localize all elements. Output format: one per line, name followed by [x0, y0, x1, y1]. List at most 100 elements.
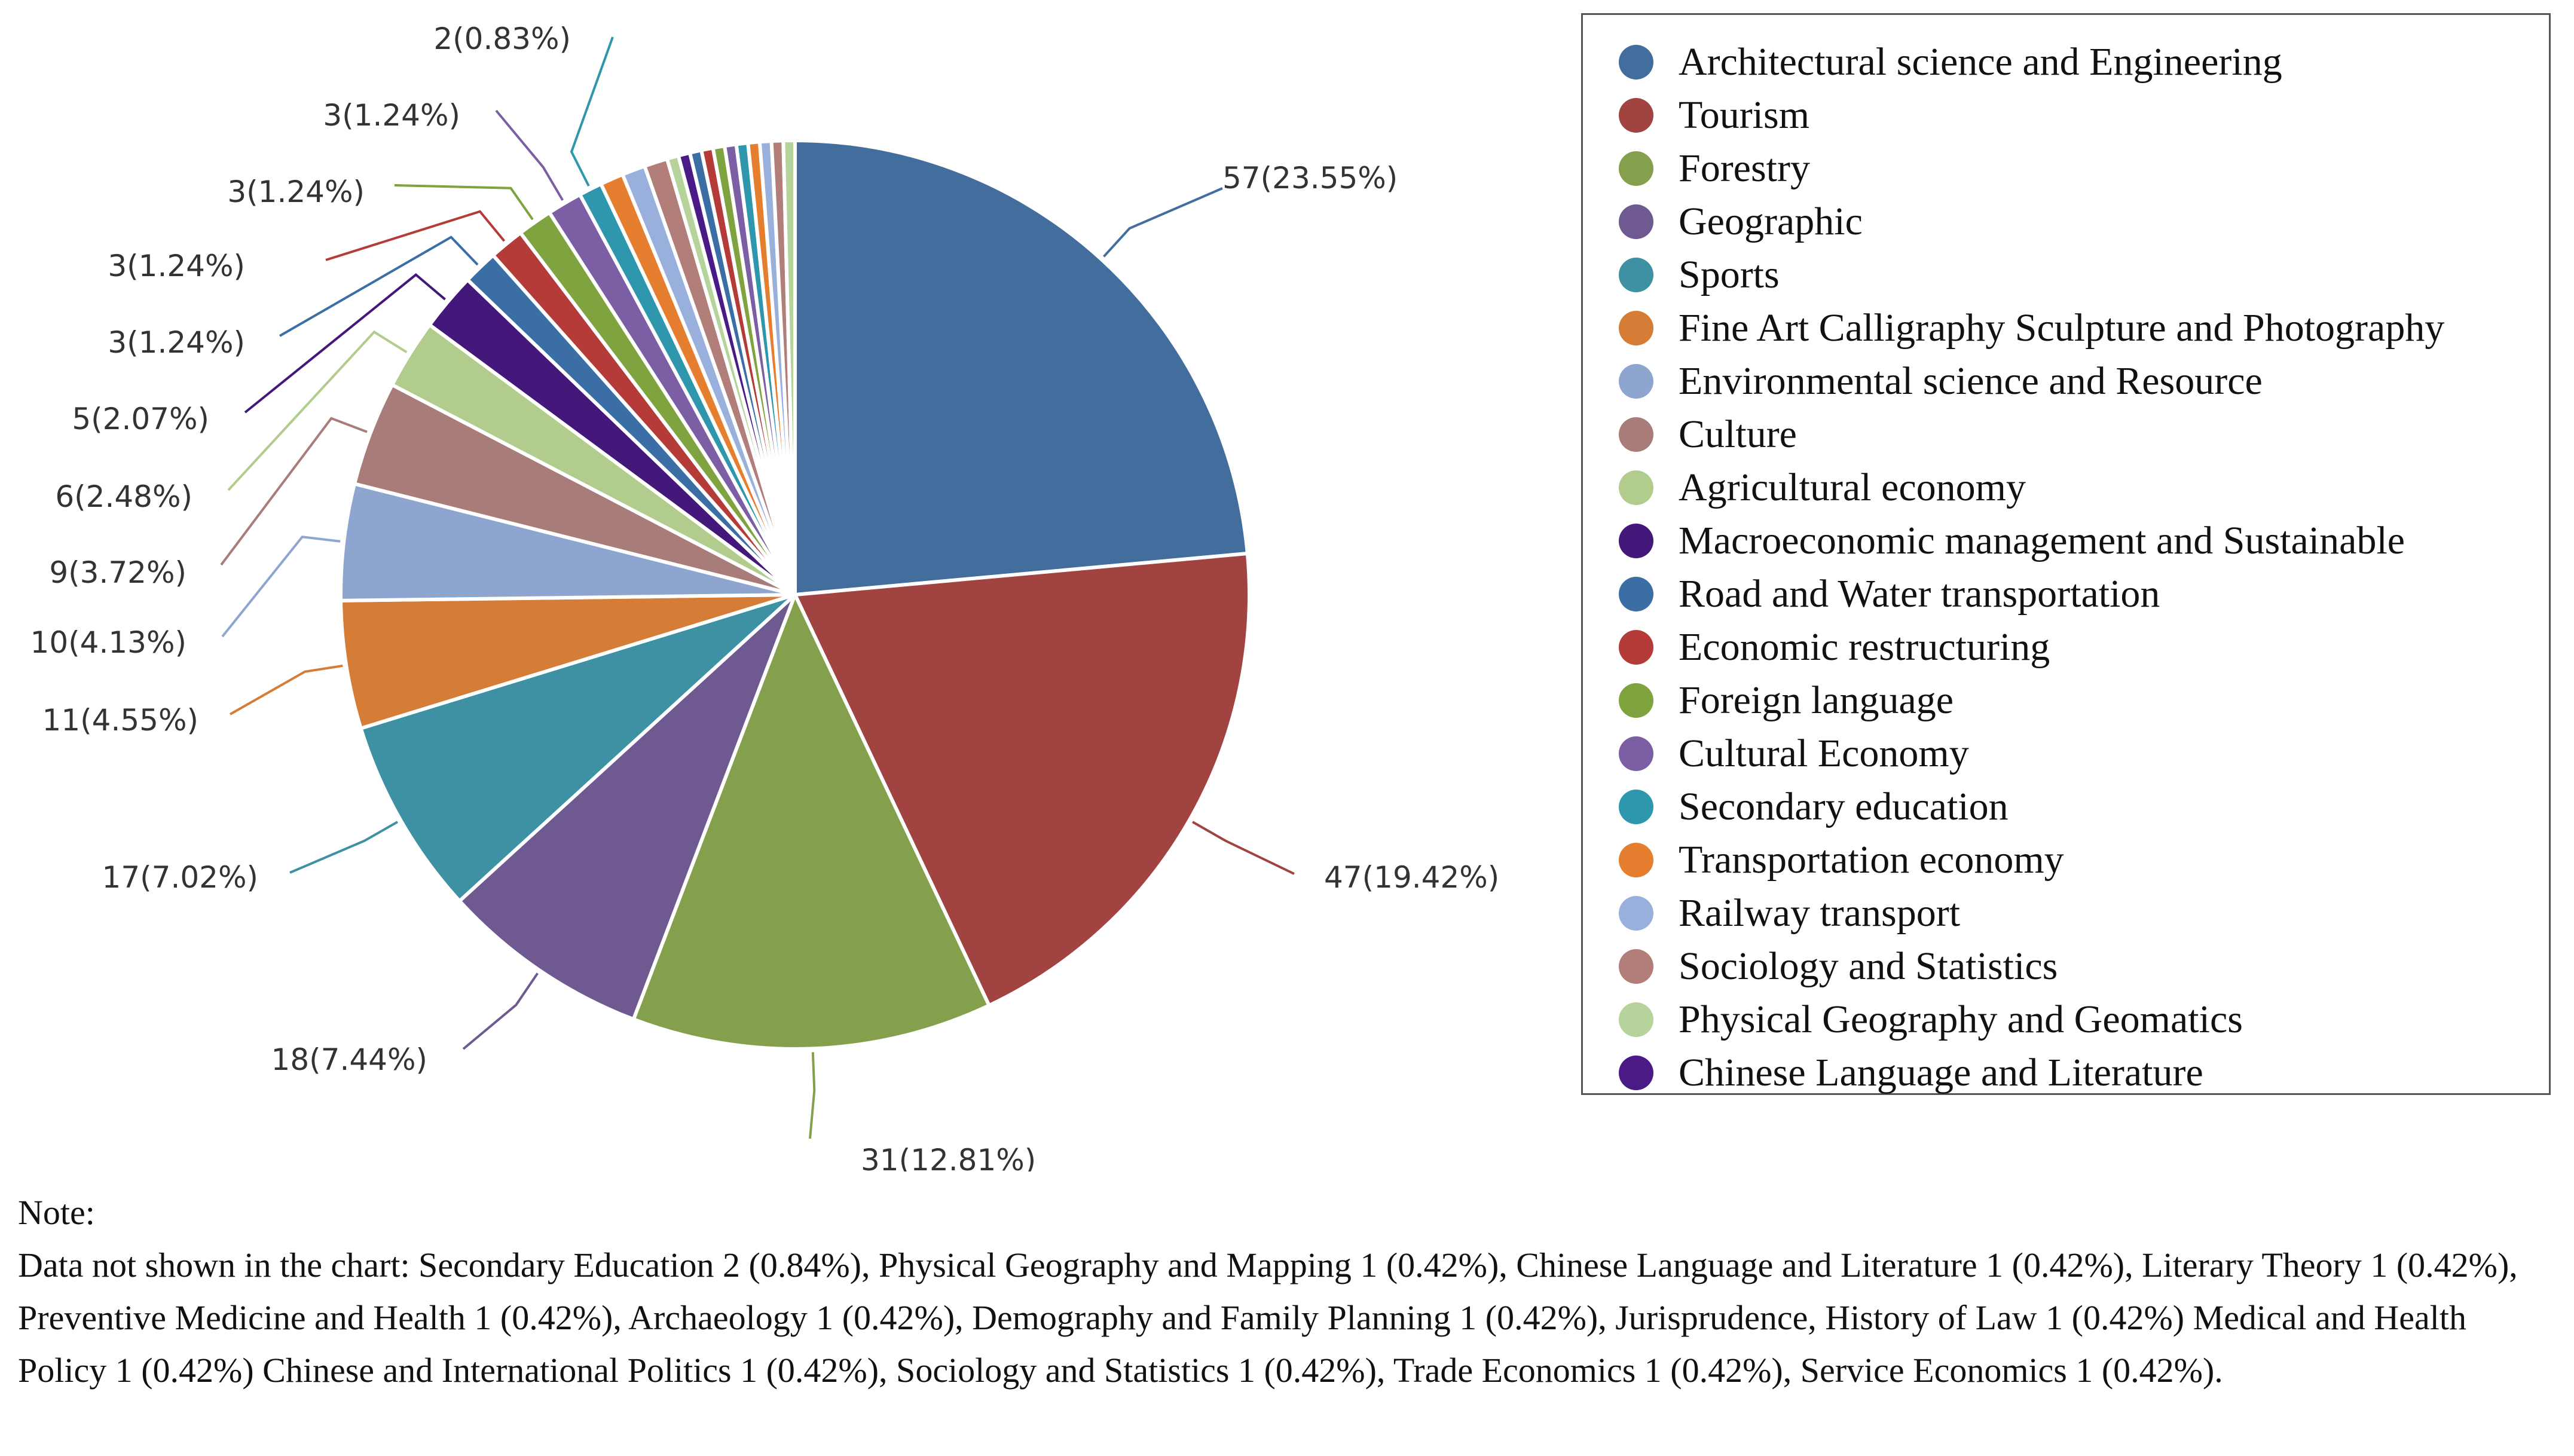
note: Note: Data not shown in the chart: Secon… [18, 1186, 2558, 1397]
legend-label: Fine Art Calligraphy Sculpture and Photo… [1679, 306, 2445, 350]
data-labels: 57(23.55%) 47(19.42%) 31(12.81%) 18(7.44%) 1… [30, 22, 1500, 1171]
data-label: 10(4.13%) [30, 625, 187, 660]
legend-item[interactable]: Chinese Language and Literature [1619, 1047, 2203, 1099]
legend-marker-icon [1619, 258, 1653, 292]
leader-line [495, 109, 564, 201]
legend-label: Forestry [1679, 146, 1810, 190]
data-label: 9(3.72%) [49, 555, 187, 590]
pie-slice[interactable] [339, 481, 796, 602]
legend-marker-icon [1619, 45, 1653, 79]
pie-slice[interactable] [631, 590, 992, 1051]
legend-label: Geographic [1679, 200, 1863, 243]
leader-line [325, 210, 506, 261]
data-label: 31(12.81%) [861, 1143, 1036, 1171]
legend-label: Architectural science and Engineering [1679, 40, 2282, 84]
pie-chart: 57(23.55%) 47(19.42%) 31(12.81%) 18(7.44%) 1… [30, 22, 1500, 1171]
data-label: 2(0.83%) [433, 22, 571, 56]
legend-marker-icon [1619, 417, 1653, 452]
legend-marker-icon [1619, 524, 1653, 558]
leader-line [279, 235, 479, 337]
legend-marker-icon [1619, 577, 1653, 611]
data-label: 18(7.44%) [271, 1042, 427, 1077]
legend-item[interactable]: Architectural science and Engineering [1619, 36, 2282, 88]
legend-marker-icon [1619, 949, 1653, 984]
legend-marker-icon [1619, 311, 1653, 345]
legend-marker-icon [1619, 204, 1653, 239]
data-label: 3(1.24%) [323, 98, 460, 133]
legend-item[interactable]: Secondary education [1619, 781, 2009, 833]
legend-marker-icon [1619, 843, 1653, 877]
legend-item[interactable]: Environmental science and Resource [1619, 355, 2263, 408]
data-label: 6(2.48%) [55, 479, 192, 514]
legend-item[interactable]: Geographic [1619, 195, 1863, 248]
leader-line [221, 536, 341, 638]
legend-item[interactable]: Foreign language [1619, 674, 1954, 727]
pie-slice[interactable] [358, 593, 797, 904]
legend-marker-icon [1619, 630, 1653, 665]
legend-item[interactable]: Sociology and Statistics [1619, 940, 2058, 993]
legend-marker-icon [1619, 151, 1653, 186]
data-label: 3(1.24%) [227, 175, 365, 209]
leader-line [462, 972, 539, 1050]
legend-item[interactable]: Railway transport [1619, 887, 1960, 940]
data-label: 5(2.07%) [72, 402, 209, 436]
legend-item[interactable]: Forestry [1619, 142, 1810, 195]
legend-label: Transportation economy [1679, 838, 2064, 882]
data-label: 57(23.55%) [1222, 161, 1398, 195]
data-label: 17(7.02%) [102, 860, 258, 895]
pie-slice[interactable] [339, 593, 796, 731]
legend-label: Sociology and Statistics [1679, 944, 2058, 988]
legend-item[interactable]: Agricultural economy [1619, 461, 2026, 514]
note-text: Data not shown in the chart: Secondary E… [18, 1246, 2518, 1390]
leader-line [394, 184, 534, 221]
legend-item[interactable]: Fine Art Calligraphy Sculpture and Photo… [1619, 302, 2444, 354]
legend-label: Environmental science and Resource [1679, 359, 2263, 403]
legend-item[interactable]: Transportation economy [1619, 834, 2064, 886]
legend-label: Secondary education [1679, 785, 2009, 828]
legend-item[interactable]: Tourism [1619, 89, 1809, 142]
legend-marker-icon [1619, 470, 1653, 505]
leader-line [1103, 187, 1223, 258]
legend-label: Chinese Language and Literature [1679, 1051, 2203, 1094]
data-label: 47(19.42%) [1324, 860, 1499, 895]
data-label: 3(1.24%) [108, 249, 245, 283]
note-heading: Note: [18, 1193, 95, 1232]
legend-label: Culture [1679, 412, 1797, 456]
legend-item[interactable]: Road and Water transportation [1619, 568, 2160, 620]
legend-marker-icon [1619, 1002, 1653, 1037]
legend-marker-icon [1619, 736, 1653, 771]
leader-line [1192, 821, 1295, 875]
legend-label: Macroeconomic management and Sustainable [1679, 519, 2405, 562]
data-label: 11(4.55%) [42, 703, 198, 738]
legend-item[interactable]: Macroeconomic management and Sustainable [1619, 515, 2405, 567]
leader-line [244, 273, 446, 414]
legend-item[interactable]: Sports [1619, 249, 1780, 301]
pie-slice[interactable] [792, 551, 1251, 1008]
legend-item[interactable]: Cultural Economy [1619, 727, 1969, 780]
leader-line [289, 821, 398, 874]
pie-slice[interactable] [457, 593, 797, 1022]
legend-label: Economic restructuring [1679, 625, 2050, 669]
legend-item[interactable]: Physical Geography and Geomatics [1619, 993, 2243, 1046]
legend-marker-icon [1619, 790, 1653, 824]
legend-label: Railway transport [1679, 891, 1961, 935]
data-label: 3(1.24%) [108, 325, 245, 360]
leader-line [227, 330, 408, 491]
legend-item[interactable]: Economic restructuring [1619, 621, 2050, 674]
pie-slice[interactable] [781, 138, 797, 595]
legend-marker-icon [1619, 98, 1653, 133]
legend-marker-icon [1619, 1056, 1653, 1090]
legend-marker-icon [1619, 364, 1653, 399]
legend-label: Tourism [1679, 93, 1810, 137]
legend-label: Road and Water transportation [1679, 572, 2160, 616]
pie-slices [339, 138, 1251, 1051]
leader-line [220, 417, 368, 566]
legend-marker-icon [1619, 683, 1653, 718]
leader-line [809, 1052, 816, 1139]
legend-item[interactable]: Culture [1619, 408, 1797, 461]
legend-label: Cultural Economy [1679, 732, 1969, 775]
leader-lines [220, 36, 1295, 1139]
legend-label: Agricultural economy [1679, 466, 2026, 509]
pie-slice[interactable] [793, 138, 1250, 597]
legend: Architectural science and Engineering Tou… [1581, 13, 2551, 1095]
